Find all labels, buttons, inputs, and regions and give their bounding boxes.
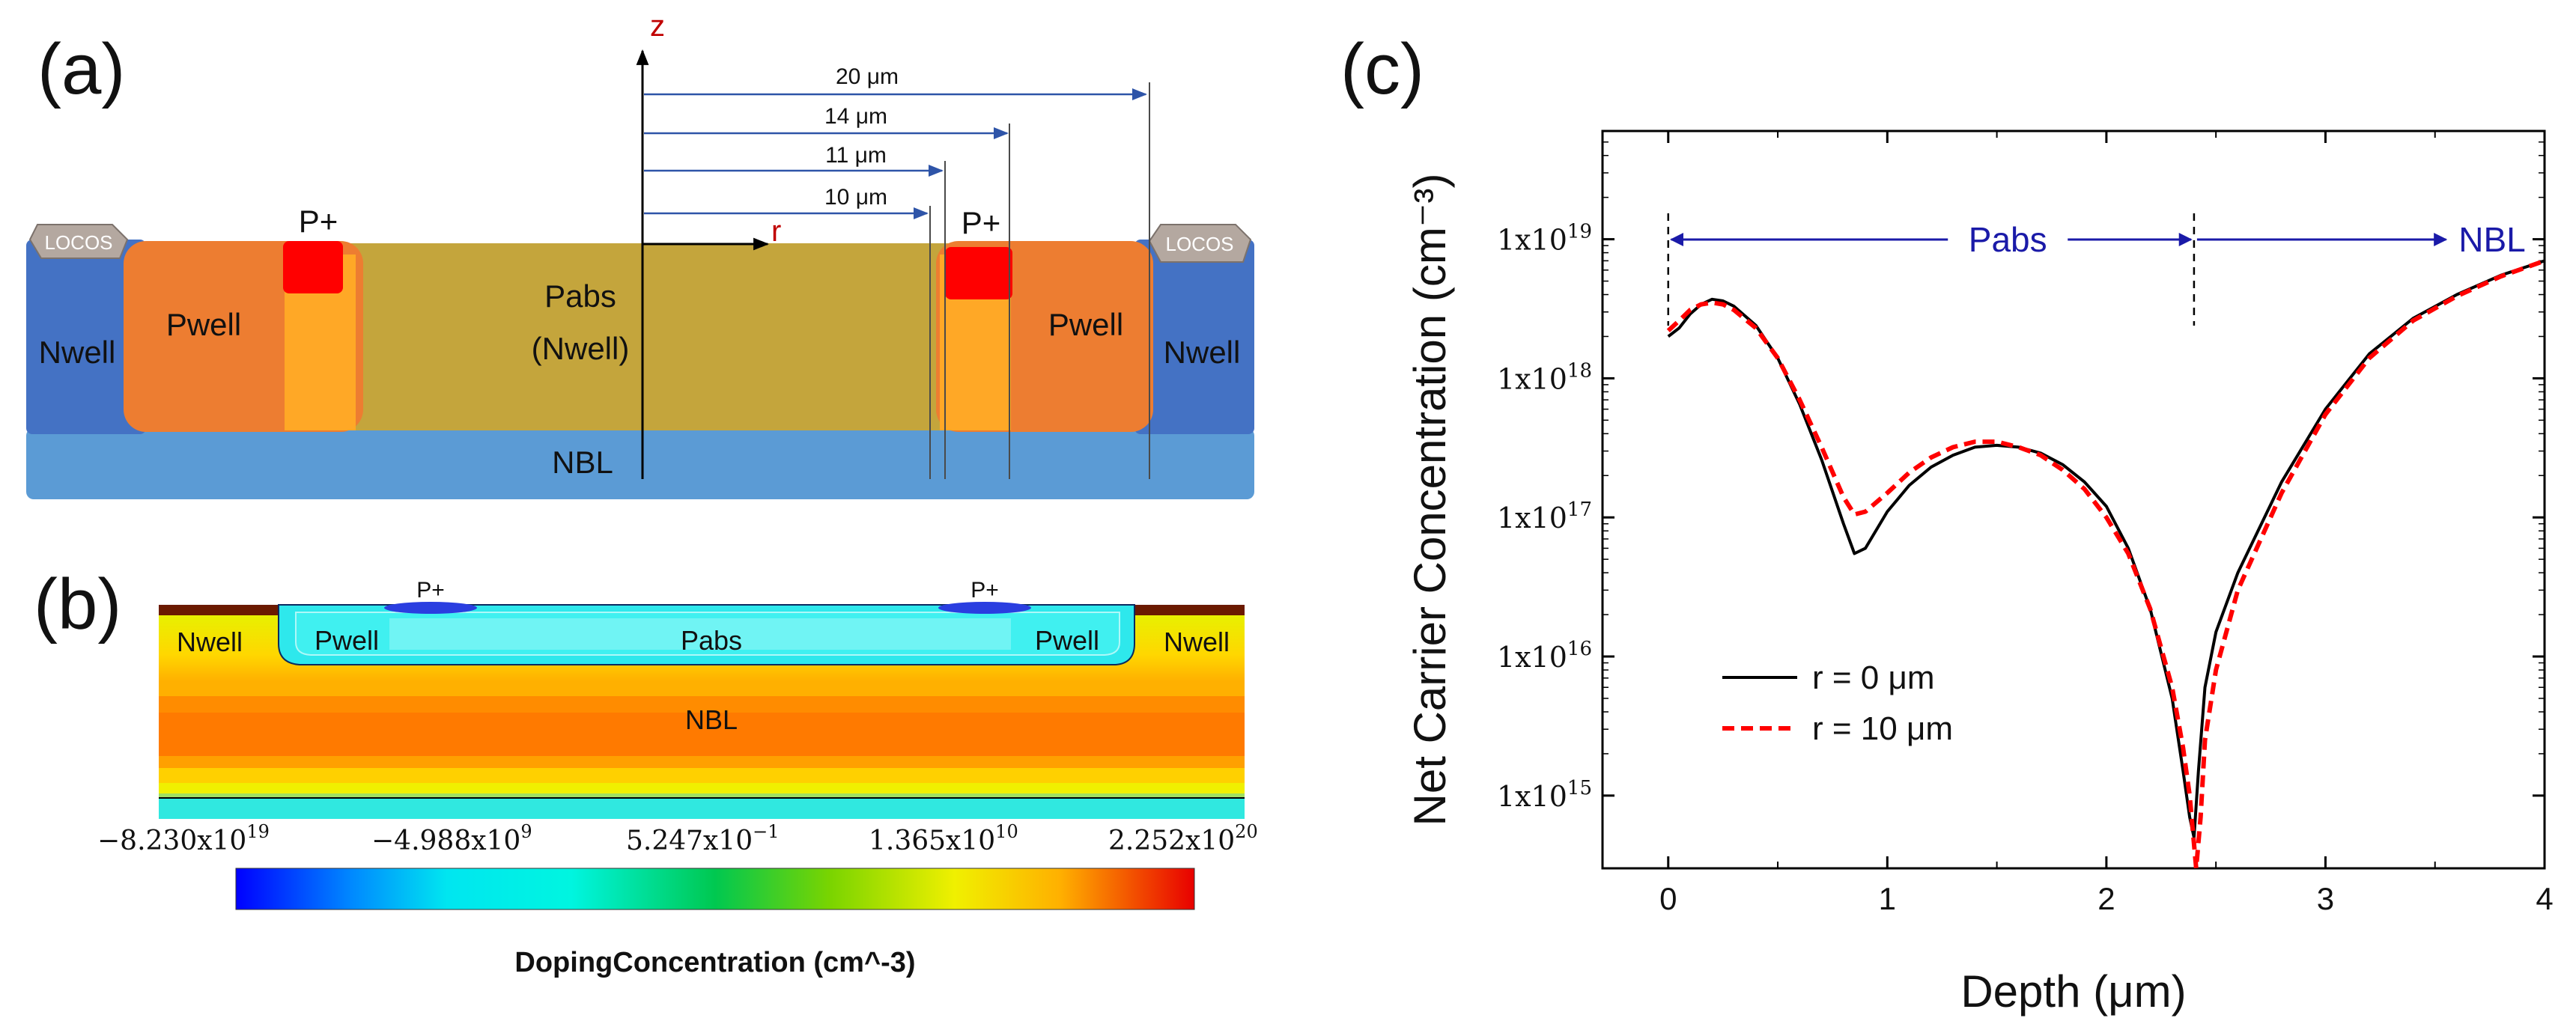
colorbar-tick-labels: −8.230x1019 −4.988x109 5.247x10−1 1.365x… [97, 821, 1258, 856]
sim-pplus-right [938, 602, 1031, 614]
colorbar-tick-5: 2.252x1020 [1108, 821, 1258, 856]
plot-frame [1601, 129, 2546, 870]
region-nbl-label: NBL [2458, 220, 2525, 259]
sim-pplus-right-label: P+ [970, 578, 999, 603]
nbl-label: NBL [552, 445, 613, 480]
chart: 0 1 2 3 4 1x1015 1x1016 1x1017 1x1018 1x1019 Depth… [1405, 129, 2554, 1017]
locos-left [28, 224, 129, 259]
colorbar-tick-2: −4.988x109 [371, 821, 532, 856]
dim-14um: 14 μm [824, 104, 887, 129]
y-tick-label: 1x1018 [1497, 359, 1592, 395]
colorbar-tick-3: 5.247x10−1 [626, 821, 780, 856]
pabs-sub-label: (Nwell) [532, 331, 630, 366]
series-r10-line [1666, 258, 2546, 871]
sim-pplus-left-label: P+ [416, 578, 445, 603]
pabs-label-bg [1948, 219, 2068, 260]
r-axis-label: r [771, 215, 781, 248]
nwell-left-label: Nwell [39, 335, 116, 370]
panel-a: (a) LOCOS LOCOS Nwell Nwell Pwell Pwell … [26, 10, 1254, 499]
colorbar [235, 868, 1195, 910]
sim-pwell-right-label: Pwell [1035, 625, 1099, 656]
colorbar-tick-1: −8.230x1019 [97, 821, 270, 856]
panel-b-label: (b) [34, 564, 121, 644]
legend-r0-label: r = 0 μm [1812, 659, 1935, 696]
sim-band-5 [159, 783, 1245, 793]
locos-right-label: LOCOS [1165, 233, 1233, 255]
pabs-label: Pabs [544, 278, 616, 314]
y-tick-label: 1x1017 [1497, 499, 1592, 534]
pplus-right [945, 247, 1012, 299]
panel-a-label: (a) [37, 29, 125, 109]
nwell-right-region [1134, 240, 1254, 434]
sim-nbl-band [159, 713, 1245, 756]
pplus-right-label: P+ [962, 205, 1001, 240]
sim-nwell-left-label: Nwell [177, 627, 243, 657]
colorbar-tick-4: 1.365x1010 [869, 821, 1018, 856]
sim-pabs-label: Pabs [681, 625, 742, 656]
panel-b: (b) P+ P+ Nwell Nwell Pwell Pwell Pabs N… [34, 564, 1258, 978]
x-tick-label: 0 [1659, 881, 1677, 916]
dimension-guides [929, 82, 1150, 479]
nwell-right-label: Nwell [1164, 335, 1241, 370]
z-axis-label: z [650, 10, 665, 43]
dim-11um: 11 μm [825, 143, 887, 168]
sim-pplus-left [384, 602, 477, 614]
y-axis-label: Net Carrier Concentration (cm⁻³) [1405, 174, 1455, 826]
sim-nbl-label: NBL [685, 704, 738, 735]
colorbar-title: DopingConcentration (cm^-3) [514, 947, 915, 978]
y-tick-label: 1x1016 [1497, 638, 1592, 674]
sim-band-4 [159, 768, 1245, 783]
legend-r10-label: r = 10 μm [1812, 710, 1953, 747]
pplus-left-label: P+ [299, 204, 338, 239]
x-tick-label: 4 [2536, 881, 2553, 916]
y-tick-label: 1x1019 [1497, 221, 1592, 257]
sim-band-1 [159, 681, 1245, 696]
x-tick-label: 3 [2317, 881, 2334, 916]
pwell-left-label: Pwell [166, 307, 241, 342]
x-tick-label: 1 [1879, 881, 1896, 916]
panel-c-label: (c) [1340, 29, 1424, 109]
panel-c: (c) 0 1 2 3 4 1x1015 1x1016 1x1017 1x1018 1x1019 D… [1340, 29, 2554, 1017]
locos-right [1148, 224, 1252, 263]
pwell-right-label: Pwell [1048, 307, 1123, 342]
sim-pwell-left-label: Pwell [315, 625, 379, 656]
series-r0-line [1667, 259, 2545, 839]
nbl-layer [26, 428, 1254, 499]
nwell-left-region [26, 240, 146, 434]
sim-substrate-band [159, 798, 1245, 819]
region-pabs-label: Pabs [1969, 220, 2047, 259]
sim-band-2 [159, 696, 1245, 713]
locos-left-label: LOCOS [44, 231, 112, 254]
sim-nwell-right-label: Nwell [1164, 627, 1230, 657]
sim-band-6 [159, 793, 1245, 798]
dim-20um: 20 μm [836, 64, 899, 89]
pabs-region [255, 243, 1033, 430]
x-tick-label: 2 [2097, 881, 2115, 916]
dim-10um: 10 μm [824, 185, 887, 210]
x-axis-label: Depth (μm) [1960, 966, 2186, 1017]
sim-band-3 [159, 756, 1245, 768]
y-tick-label: 1x1015 [1497, 777, 1592, 813]
dimension-lines [644, 88, 1147, 219]
pplus-left [283, 241, 343, 293]
sim-pabs-core [389, 618, 1011, 650]
